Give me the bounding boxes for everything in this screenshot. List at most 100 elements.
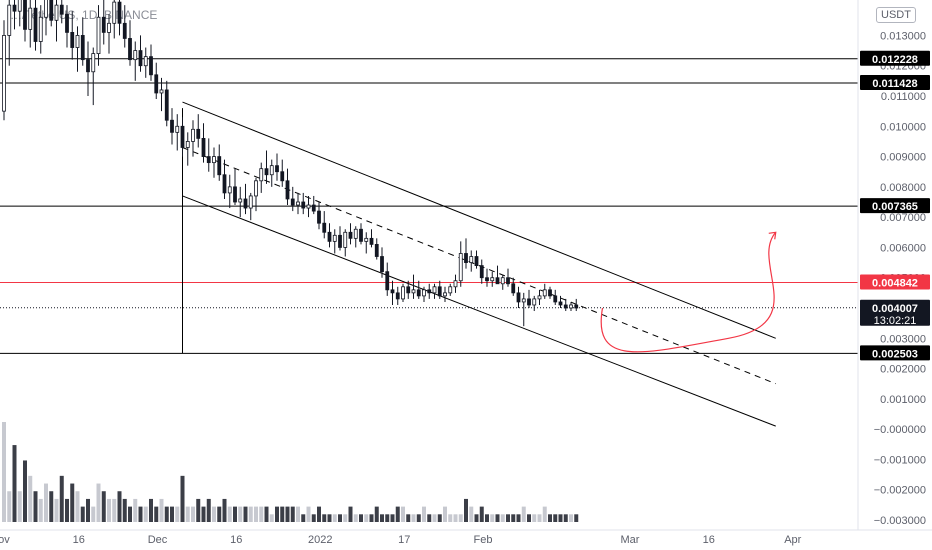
candle-body: [516, 292, 521, 303]
volume-bar: [380, 514, 384, 522]
candle-body: [374, 243, 379, 257]
volume-bar: [96, 483, 101, 522]
candle-body: [159, 89, 164, 94]
volume-bar: [338, 514, 342, 522]
volume-bar: [574, 514, 579, 522]
price-tick-label: −0.000000: [874, 424, 926, 436]
candle-body: [364, 237, 369, 242]
time-tick-label: Feb: [474, 534, 493, 546]
candle-body: [327, 231, 332, 242]
candle-body: [254, 180, 258, 197]
candle-body: [506, 277, 510, 285]
candle-body: [343, 231, 348, 248]
candle-body: [49, 0, 54, 21]
volume-bar: [348, 506, 353, 522]
time-axis: Nov 16 Dec 16 2022 17 Feb Mar 16 Apr: [0, 529, 932, 546]
candle-body: [238, 198, 243, 203]
candle-body: [23, 0, 27, 30]
price-badge: [860, 274, 930, 290]
candle-body: [411, 289, 416, 294]
candle-body: [285, 180, 290, 200]
candle-body: [164, 89, 169, 121]
volume-bar: [185, 506, 190, 522]
time-tick-label: Mar: [621, 534, 640, 546]
candle-body: [59, 4, 64, 15]
channel-lower-line: [182, 195, 776, 427]
volume-bar: [7, 491, 12, 522]
volume-bar: [170, 506, 174, 522]
candle-body: [348, 231, 353, 239]
candle-body: [17, 0, 22, 12]
volume-bar: [280, 506, 285, 522]
volume-bar: [149, 498, 153, 522]
volume-bar: [2, 422, 6, 522]
price-badge-label: 0.007365: [872, 201, 918, 213]
candle-body: [133, 50, 138, 61]
volume-bar: [317, 506, 321, 522]
candle-body: [453, 280, 458, 288]
candle-body: [563, 304, 568, 309]
candle-body: [296, 201, 300, 206]
volume-bar: [275, 506, 279, 522]
volume-bar: [128, 506, 132, 522]
candles: [2, 0, 579, 327]
volume-bar: [448, 514, 453, 522]
volume-bar: [485, 514, 489, 522]
volume-bar: [474, 514, 479, 522]
time-tick-label: 16: [230, 534, 242, 546]
volume-bar: [401, 506, 405, 522]
time-tick-label: Dec: [148, 534, 168, 546]
channel-upper-line: [182, 101, 776, 339]
candle-body: [485, 277, 489, 282]
volume-bar: [44, 483, 48, 522]
price-badge-label: 0.004007: [872, 303, 918, 315]
time-tick-label: Apr: [784, 534, 801, 546]
volume-bar: [138, 506, 143, 522]
price-tick-label: −0.001000: [874, 454, 926, 466]
candle-body: [574, 304, 579, 309]
candle-body: [332, 234, 337, 242]
volume-bar: [490, 514, 495, 522]
candle-body: [406, 286, 411, 294]
volume-bar: [548, 514, 552, 522]
candle-body: [401, 286, 405, 300]
currency-button[interactable]: USDT: [876, 7, 916, 23]
volume-bar: [296, 506, 300, 522]
price-badge: [860, 50, 930, 66]
volume-bar: [254, 506, 258, 522]
candle-body: [527, 298, 531, 306]
volume-bar: [133, 498, 138, 522]
time-tick-label: 17: [398, 534, 410, 546]
candle-body: [542, 289, 547, 297]
price-tick-label: 0.006000: [880, 242, 926, 254]
volume-bar: [243, 506, 248, 522]
volume-bar: [390, 514, 395, 522]
candle-body: [416, 289, 421, 297]
candle-body: [170, 119, 174, 133]
volume-bar: [385, 514, 390, 522]
volume-bar: [353, 514, 358, 522]
volume-bar: [311, 514, 316, 522]
candle-body: [458, 253, 463, 282]
candle-body: [212, 156, 216, 164]
price-tick-label: 0.013000: [880, 30, 926, 42]
volume-bar: [359, 514, 363, 522]
volume-bar: [222, 498, 227, 522]
candle-body: [217, 156, 222, 176]
candle-body: [395, 292, 400, 300]
candle-body: [191, 128, 195, 142]
candle-body: [185, 141, 190, 148]
candle-body: [500, 277, 505, 285]
channel-middle-line: [182, 147, 776, 385]
volume-bar: [206, 498, 211, 522]
candle-body: [521, 298, 526, 303]
volume-bar: [59, 475, 64, 522]
volume-bar: [107, 498, 111, 522]
price-badge-label: 0.011428: [872, 78, 917, 90]
volume-bar: [443, 506, 447, 522]
candle-body: [7, 4, 12, 36]
volume-bar: [112, 498, 117, 522]
candle-body: [149, 56, 153, 76]
volume-bar: [558, 514, 563, 522]
